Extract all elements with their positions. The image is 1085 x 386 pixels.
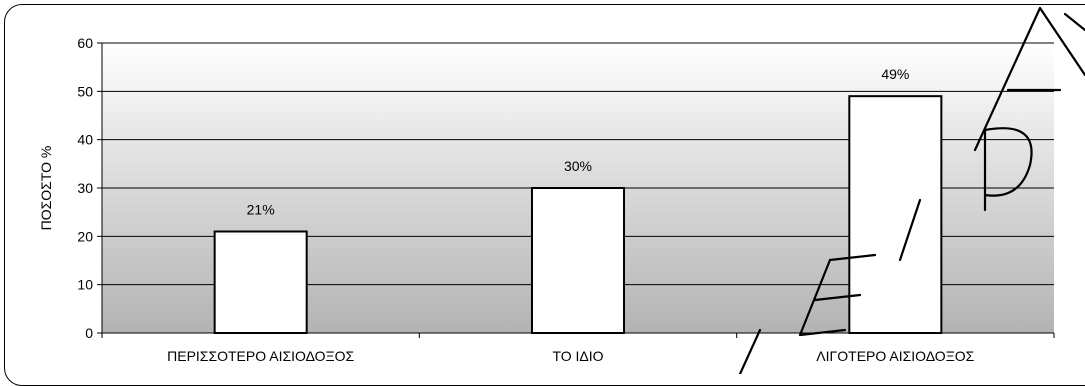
watermark-stroke xyxy=(973,6,1085,152)
y-axis-title: ΠΟΣΟΣΤΟ % xyxy=(38,146,54,231)
category-label: ΤΟ ΙΔΙΟ xyxy=(552,348,603,364)
bar xyxy=(848,95,943,334)
watermark-stroke xyxy=(898,198,922,262)
watermark-stroke xyxy=(983,127,1033,212)
y-tick-label: 40 xyxy=(77,132,93,148)
bar xyxy=(530,187,626,334)
bar xyxy=(213,230,308,334)
watermark-stroke xyxy=(798,253,877,337)
bar-chart: 0 10 20 30 40 50 60 21% ΠΕΡΙΣΣΟΤΕΡΟ ΑΙΣΙΟΔΟΞΟΣ 30… xyxy=(38,6,1085,374)
y-tick-label: 10 xyxy=(77,277,93,293)
bars xyxy=(213,95,943,334)
watermark-stroke xyxy=(1063,12,1085,32)
labels: 0 10 20 30 40 50 60 21% ΠΕΡΙΣΣΟΤΕΡΟ ΑΙΣΙΟΔΟΞΟΣ 30… xyxy=(77,35,974,364)
data-label: 30% xyxy=(564,158,592,174)
y-tick-label: 60 xyxy=(77,35,93,51)
y-tick-label: 0 xyxy=(85,325,93,341)
watermark-stroke xyxy=(738,328,762,374)
category-label: ΛΙΓΟΤΕΡΟ ΑΙΣΙΟΔΟΞΟΣ xyxy=(816,348,974,364)
watermark xyxy=(738,6,1085,374)
data-label: 21% xyxy=(247,202,275,218)
y-tick-label: 50 xyxy=(77,83,93,99)
y-tick-label: 20 xyxy=(77,228,93,244)
y-tick-label: 30 xyxy=(77,180,93,196)
category-label: ΠΕΡΙΣΣΟΤΕΡΟ ΑΙΣΙΟΔΟΞΟΣ xyxy=(167,348,354,364)
data-label: 49% xyxy=(881,66,909,82)
